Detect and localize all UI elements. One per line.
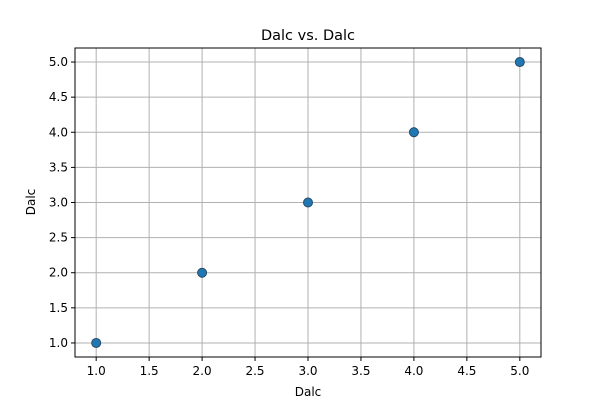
x-tick-label: 3.5 <box>351 364 370 378</box>
y-tick-label: 5.0 <box>49 55 68 69</box>
y-tick-label: 3.0 <box>49 196 68 210</box>
x-tick-label: 3.0 <box>298 364 317 378</box>
x-tick-label: 2.5 <box>245 364 264 378</box>
data-point <box>197 267 208 278</box>
chart-title: Dalc vs. Dalc <box>261 28 355 44</box>
y-tick-label: 3.5 <box>49 160 68 174</box>
y-axis-label: Dalc <box>24 189 38 216</box>
data-point <box>514 57 525 68</box>
data-point <box>408 127 419 138</box>
y-tick-label: 2.5 <box>49 231 68 245</box>
y-tick-label: 4.5 <box>49 90 68 104</box>
y-tick-label: 1.0 <box>49 336 68 350</box>
data-points <box>91 57 525 348</box>
x-tick-label: 2.0 <box>193 364 212 378</box>
y-axis-ticks: 1.0 1.5 2.0 2.5 3.0 3.5 4.0 4.5 5.0 <box>49 55 75 350</box>
data-point <box>91 337 102 348</box>
x-tick-label: 4.5 <box>457 364 476 378</box>
y-tick-label: 2.0 <box>49 266 68 280</box>
x-axis-label: Dalc <box>295 385 322 399</box>
x-tick-label: 1.5 <box>140 364 159 378</box>
x-tick-label: 5.0 <box>510 364 529 378</box>
x-tick-label: 4.0 <box>404 364 423 378</box>
x-axis-ticks: 1.0 1.5 2.0 2.5 3.0 3.5 4.0 4.5 5.0 <box>87 357 529 378</box>
x-tick-label: 1.0 <box>87 364 106 378</box>
y-tick-label: 1.5 <box>49 301 68 315</box>
data-point <box>303 197 313 208</box>
y-tick-label: 4.0 <box>49 125 68 139</box>
